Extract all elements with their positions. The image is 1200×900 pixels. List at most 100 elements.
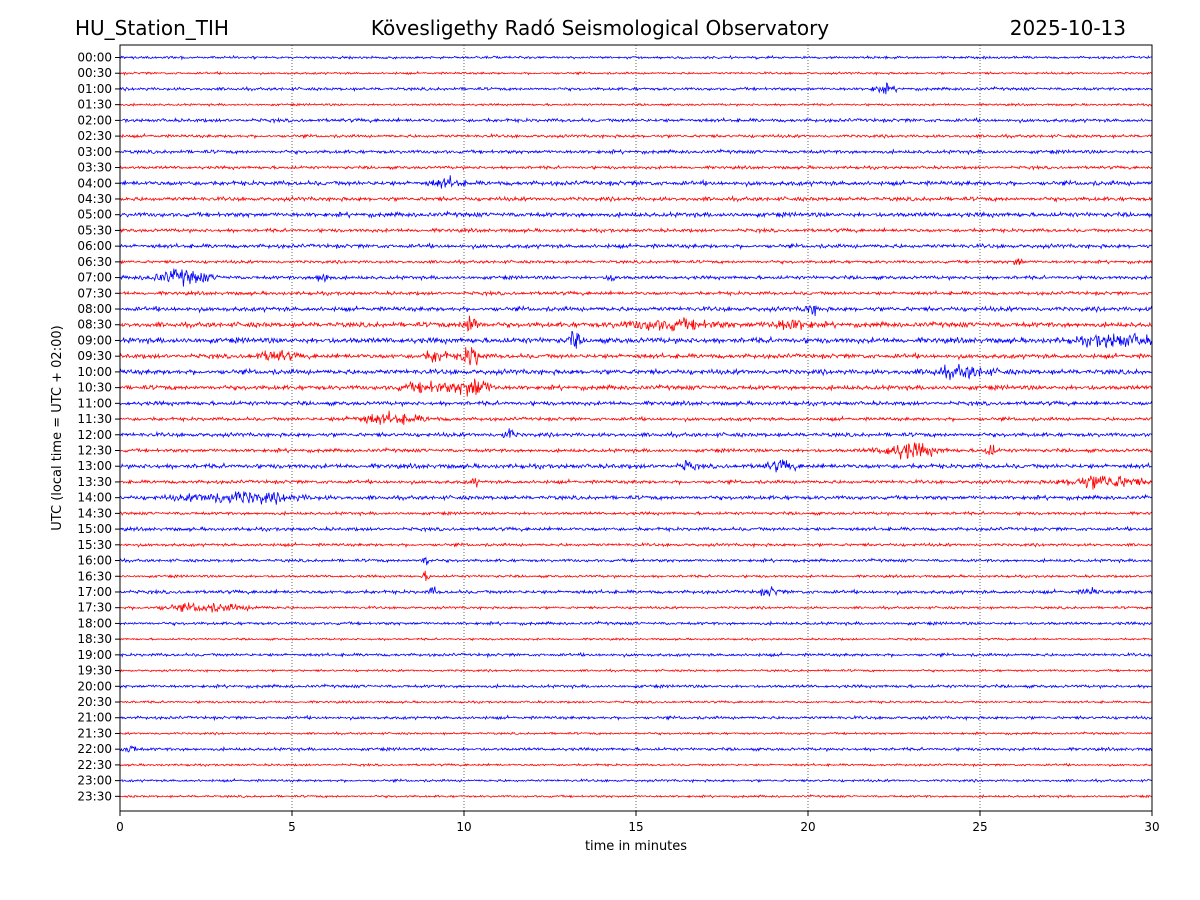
date-title: 2025-10-13 xyxy=(1010,16,1126,40)
x-axis-label: time in minutes xyxy=(585,839,687,854)
trace-1400 xyxy=(119,491,1153,505)
row-label: 02:00 xyxy=(77,113,112,127)
y-axis-label: UTC (local time = UTC + 02:00) xyxy=(50,325,65,530)
row-label: 06:00 xyxy=(77,239,112,253)
trace-1100 xyxy=(119,399,1153,408)
trace-0130 xyxy=(119,102,1153,108)
row-label: 12:00 xyxy=(77,428,112,442)
trace-2030 xyxy=(119,699,1153,705)
row-label: 13:30 xyxy=(77,475,112,489)
row-label: 22:30 xyxy=(77,758,112,772)
row-label: 11:00 xyxy=(77,396,112,410)
trace-0930 xyxy=(119,347,1153,366)
trace-1330 xyxy=(119,475,1153,490)
trace-0030 xyxy=(119,70,1153,76)
row-label: 19:00 xyxy=(77,648,112,662)
trace-0800 xyxy=(119,305,1153,317)
row-label: 09:30 xyxy=(77,349,112,363)
trace-0530 xyxy=(119,226,1153,235)
row-label: 01:00 xyxy=(77,82,112,96)
trace-0830 xyxy=(119,315,1153,332)
row-label: 16:30 xyxy=(77,569,112,583)
trace-2100 xyxy=(119,714,1153,722)
trace-0730 xyxy=(119,289,1153,297)
trace-0900 xyxy=(119,330,1153,349)
trace-1730 xyxy=(119,602,1153,613)
trace-1630 xyxy=(119,570,1153,582)
trace-0200 xyxy=(119,116,1153,125)
row-label: 00:00 xyxy=(77,51,112,65)
trace-2200 xyxy=(119,745,1153,753)
x-tick-label: 0 xyxy=(116,820,124,834)
row-label: 04:30 xyxy=(77,192,112,206)
trace-1500 xyxy=(119,525,1153,533)
seismic-traces xyxy=(119,54,1153,799)
row-label: 05:30 xyxy=(77,223,112,237)
row-label: 07:30 xyxy=(77,286,112,300)
observatory-title: Kövesligethy Radó Seismological Observat… xyxy=(371,16,829,40)
row-label: 14:00 xyxy=(77,491,112,505)
row-label: 11:30 xyxy=(77,412,112,426)
x-tick-label: 15 xyxy=(628,820,643,834)
row-label: 00:30 xyxy=(77,66,112,80)
trace-1130 xyxy=(119,410,1153,425)
trace-2330 xyxy=(119,794,1153,799)
row-label: 10:00 xyxy=(77,365,112,379)
trace-1530 xyxy=(119,541,1153,549)
row-label: 06:30 xyxy=(77,255,112,269)
trace-0700 xyxy=(120,268,1153,287)
trace-0300 xyxy=(119,148,1153,156)
row-label: 21:30 xyxy=(77,726,112,740)
x-tick-label: 20 xyxy=(800,820,815,834)
row-label: 18:00 xyxy=(77,616,112,630)
row-label: 09:00 xyxy=(77,333,112,347)
row-label: 17:30 xyxy=(77,601,112,615)
trace-1900 xyxy=(119,651,1153,659)
trace-0330 xyxy=(119,164,1153,171)
row-label: 07:00 xyxy=(77,271,112,285)
x-tick-label: 5 xyxy=(288,820,296,834)
x-tick-label: 25 xyxy=(972,820,987,834)
row-label: 20:30 xyxy=(77,695,112,709)
trace-0400 xyxy=(119,175,1153,189)
trace-1430 xyxy=(119,510,1153,517)
trace-1300 xyxy=(119,459,1153,473)
trace-1230 xyxy=(119,442,1153,460)
trace-1200 xyxy=(119,428,1153,439)
x-tick-label: 30 xyxy=(1144,820,1159,834)
row-label: 04:00 xyxy=(77,176,112,190)
row-label: 02:30 xyxy=(77,129,112,143)
station-title: HU_Station_TIH xyxy=(75,16,229,40)
x-axis-ticks: 0 5 10 15 20 25 30 xyxy=(116,811,1160,834)
row-label: 15:00 xyxy=(77,522,112,536)
trace-1830 xyxy=(119,636,1153,642)
trace-0500 xyxy=(119,210,1153,219)
trace-2300 xyxy=(119,777,1152,784)
row-label: 05:00 xyxy=(77,208,112,222)
row-label: 08:00 xyxy=(77,302,112,316)
trace-1000 xyxy=(119,363,1153,381)
row-label: 18:30 xyxy=(77,632,112,646)
trace-1800 xyxy=(119,620,1153,627)
row-label: 17:00 xyxy=(77,585,112,599)
trace-2130 xyxy=(119,731,1153,736)
row-label: 22:00 xyxy=(77,742,112,756)
row-label: 20:00 xyxy=(77,679,112,693)
trace-0600 xyxy=(119,242,1153,251)
trace-2230 xyxy=(119,762,1153,768)
row-label: 03:00 xyxy=(77,145,112,159)
row-label: 23:30 xyxy=(77,789,112,803)
row-label: 21:00 xyxy=(77,711,112,725)
row-label: 12:30 xyxy=(77,444,112,458)
trace-0000 xyxy=(119,54,1153,61)
trace-2000 xyxy=(119,683,1153,690)
trace-1700 xyxy=(119,586,1153,597)
row-label: 14:30 xyxy=(77,506,112,520)
row-label: 15:30 xyxy=(77,538,112,552)
trace-1600 xyxy=(119,556,1153,566)
row-label: 16:00 xyxy=(77,554,112,568)
row-label: 08:30 xyxy=(77,318,112,332)
trace-0430 xyxy=(120,194,1153,203)
